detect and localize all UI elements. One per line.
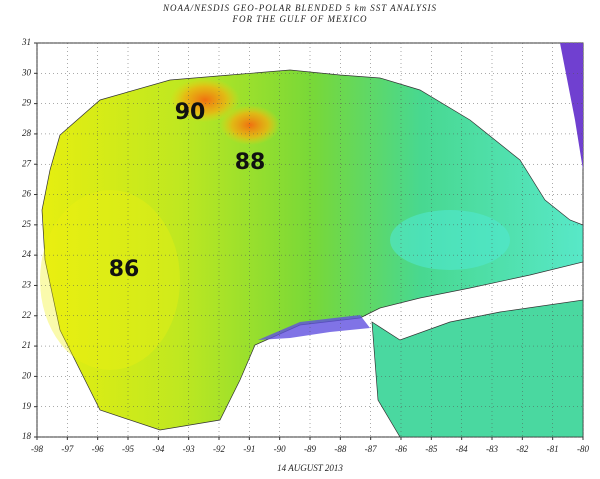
x-tick-label: -89 [304, 444, 316, 454]
grid [34, 42, 584, 440]
y-tick-label: 31 [21, 37, 31, 47]
x-tick-label: -85 [425, 444, 437, 454]
x-tick-label: -94 [152, 444, 164, 454]
x-tick-label: -91 [243, 444, 255, 454]
x-tick-label: -81 [547, 444, 559, 454]
title-line: NOAA/NESDIS GEO-POLAR BLENDED 5 km SST A… [162, 3, 437, 13]
y-tick-label: 29 [22, 98, 32, 108]
x-tick-label: -98 [31, 444, 43, 454]
x-tick-label: -83 [486, 444, 498, 454]
y-tick-label: 19 [22, 401, 32, 411]
x-tick-label: -87 [365, 444, 377, 454]
date-label: 14 AUGUST 2013 [277, 463, 343, 473]
y-tick-label: 23 [22, 280, 32, 290]
y-tick-label: 27 [22, 158, 32, 168]
x-tick-label: -95 [122, 444, 134, 454]
x-tick-label: -90 [274, 444, 286, 454]
temperature-label: 88 [235, 150, 266, 175]
x-tick-label: -97 [61, 444, 73, 454]
y-tick-label: 30 [21, 67, 32, 77]
y-tick-label: 24 [22, 249, 32, 259]
x-tick-label: -84 [456, 444, 468, 454]
x-tick-label: -92 [213, 444, 225, 454]
y-tick-label: 26 [22, 189, 32, 199]
x-tick-label: -88 [334, 444, 346, 454]
x-tick-label: -96 [92, 444, 104, 454]
x-tick-label: -86 [395, 444, 407, 454]
y-tick-label: 18 [22, 431, 32, 441]
y-tick-label: 21 [22, 340, 31, 350]
sea [40, 43, 584, 438]
y-tick-label: 20 [22, 370, 32, 380]
temperature-label: 90 [175, 100, 206, 125]
title-line: FOR THE GULF OF MEXICO [232, 14, 368, 24]
y-tick-label: 25 [22, 219, 32, 229]
y-tick-label: 28 [22, 128, 32, 138]
temperature-label: 86 [109, 257, 140, 282]
y-tick-label: 22 [22, 310, 32, 320]
x-tick-label: -93 [183, 444, 195, 454]
x-tick-label: -82 [516, 444, 528, 454]
x-tick-label: -80 [577, 444, 589, 454]
